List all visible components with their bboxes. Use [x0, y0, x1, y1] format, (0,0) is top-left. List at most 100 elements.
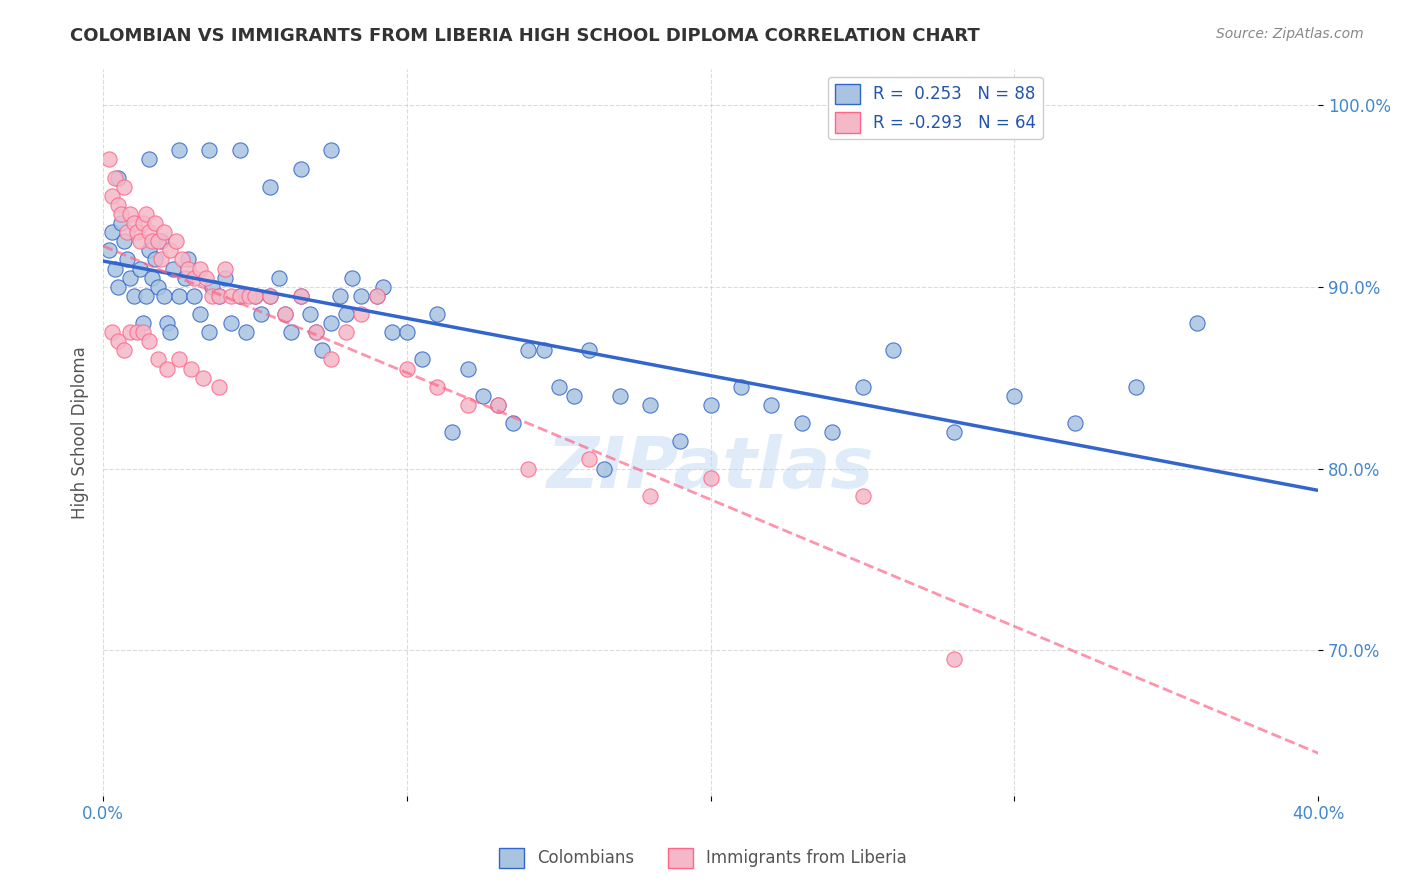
Text: ZIPatlas: ZIPatlas	[547, 434, 875, 503]
Point	[110, 216, 132, 230]
Point	[411, 352, 433, 367]
Point	[183, 289, 205, 303]
Point	[138, 244, 160, 258]
Point	[547, 380, 569, 394]
Point	[172, 252, 194, 267]
Point	[457, 361, 479, 376]
Point	[120, 207, 142, 221]
Point	[730, 380, 752, 394]
Point	[1185, 316, 1208, 330]
Point	[153, 225, 176, 239]
Point	[426, 307, 449, 321]
Point	[159, 244, 181, 258]
Point	[138, 153, 160, 167]
Point	[350, 307, 373, 321]
Point	[174, 270, 197, 285]
Point	[141, 270, 163, 285]
Point	[98, 244, 121, 258]
Point	[167, 352, 190, 367]
Point	[125, 325, 148, 339]
Point	[486, 398, 509, 412]
Point	[609, 389, 631, 403]
Point	[207, 380, 229, 394]
Point	[159, 325, 181, 339]
Point	[112, 179, 135, 194]
Y-axis label: High School Diploma: High School Diploma	[72, 346, 89, 518]
Point	[138, 225, 160, 239]
Point	[761, 398, 783, 412]
Point	[366, 289, 388, 303]
Point	[371, 279, 394, 293]
Point	[259, 179, 281, 194]
Point	[502, 416, 524, 430]
Point	[107, 279, 129, 293]
Point	[243, 289, 266, 303]
Point	[188, 261, 211, 276]
Point	[156, 361, 179, 376]
Point	[366, 289, 388, 303]
Point	[942, 425, 965, 439]
Point	[201, 279, 224, 293]
Point	[290, 289, 312, 303]
Point	[578, 452, 600, 467]
Point	[149, 252, 172, 267]
Point	[274, 307, 297, 321]
Point	[141, 234, 163, 248]
Point	[104, 261, 127, 276]
Point	[143, 252, 166, 267]
Point	[471, 389, 494, 403]
Point	[143, 216, 166, 230]
Point	[699, 470, 721, 484]
Point	[180, 361, 202, 376]
Point	[269, 270, 291, 285]
Point	[229, 144, 252, 158]
Point	[1125, 380, 1147, 394]
Legend: R =  0.253   N = 88, R = -0.293   N = 64: R = 0.253 N = 88, R = -0.293 N = 64	[828, 77, 1043, 139]
Point	[852, 380, 875, 394]
Point	[699, 398, 721, 412]
Point	[135, 207, 157, 221]
Point	[305, 325, 328, 339]
Point	[110, 207, 132, 221]
Point	[167, 144, 190, 158]
Point	[177, 261, 200, 276]
Point	[229, 289, 252, 303]
Point	[214, 261, 236, 276]
Point	[852, 489, 875, 503]
Text: Source: ZipAtlas.com: Source: ZipAtlas.com	[1216, 27, 1364, 41]
Point	[342, 270, 364, 285]
Point	[350, 289, 373, 303]
Point	[131, 316, 153, 330]
Point	[335, 325, 357, 339]
Point	[156, 316, 179, 330]
Point	[517, 461, 540, 475]
Point	[638, 489, 661, 503]
Point	[195, 270, 218, 285]
Point	[120, 270, 142, 285]
Point	[329, 289, 352, 303]
Point	[131, 216, 153, 230]
Point	[319, 316, 342, 330]
Text: COLOMBIAN VS IMMIGRANTS FROM LIBERIA HIGH SCHOOL DIPLOMA CORRELATION CHART: COLOMBIAN VS IMMIGRANTS FROM LIBERIA HIG…	[70, 27, 980, 45]
Point	[101, 188, 124, 202]
Point	[146, 352, 169, 367]
Point	[441, 425, 464, 439]
Point	[381, 325, 404, 339]
Point	[177, 252, 200, 267]
Point	[335, 307, 357, 321]
Point	[122, 289, 145, 303]
Point	[562, 389, 585, 403]
Point	[207, 289, 229, 303]
Point	[138, 334, 160, 349]
Point	[298, 307, 321, 321]
Point	[290, 161, 312, 176]
Point	[193, 370, 215, 384]
Point	[214, 270, 236, 285]
Point	[821, 425, 844, 439]
Point	[149, 234, 172, 248]
Point	[1064, 416, 1087, 430]
Point	[259, 289, 281, 303]
Point	[250, 307, 273, 321]
Point	[117, 225, 139, 239]
Point	[198, 325, 221, 339]
